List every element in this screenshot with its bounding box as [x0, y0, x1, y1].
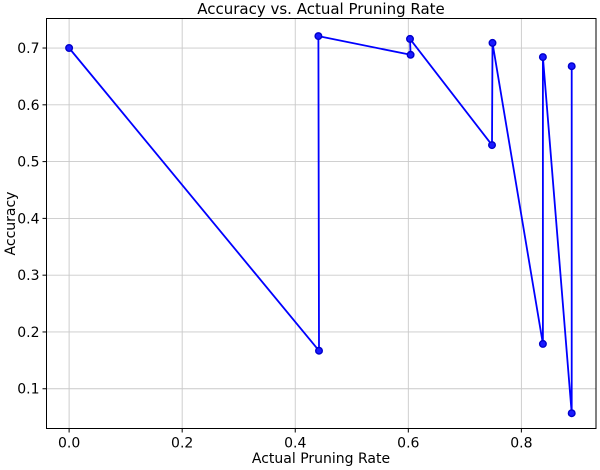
- y-axis-label: Accuracy: [3, 192, 19, 256]
- data-point-marker: [567, 409, 576, 418]
- y-tick-label: 0.6: [17, 98, 39, 114]
- data-point-marker: [315, 346, 324, 355]
- data-point-marker: [314, 32, 323, 41]
- x-tick-label: 0.4: [284, 436, 306, 452]
- y-tick-label: 0.1: [17, 382, 39, 398]
- data-point-marker: [406, 34, 415, 43]
- data-point-marker: [488, 38, 497, 47]
- x-tick-label: 0.2: [171, 436, 193, 452]
- y-tick-label: 0.5: [17, 155, 39, 171]
- grid-layer: [46, 18, 596, 429]
- x-axis-label: Actual Pruning Rate: [252, 451, 390, 467]
- chart-title: Accuracy vs. Actual Pruning Rate: [197, 0, 445, 18]
- plot-border: [46, 18, 597, 429]
- data-line: [68, 35, 573, 415]
- data-point-marker: [65, 44, 74, 53]
- y-tick-label: 0.7: [17, 41, 39, 57]
- data-point-marker: [538, 53, 547, 62]
- x-tick-label: 0.6: [397, 436, 419, 452]
- y-tick-label: 0.3: [17, 268, 39, 284]
- x-tick-label: 0.8: [510, 436, 532, 452]
- y-tick-label: 0.2: [17, 325, 39, 341]
- tick-layer: 0.0 0.2 0.4 0.6 0.8 0.1 0.2 0.3 0.4 0.5 0.6 0.7: [17, 41, 532, 451]
- data-layer: [65, 32, 576, 418]
- x-tick-label: 0.0: [58, 436, 80, 452]
- data-point-marker: [488, 141, 497, 150]
- data-point-marker: [567, 62, 576, 71]
- data-point-marker: [538, 339, 547, 348]
- data-point-marker: [406, 50, 415, 59]
- y-tick-label: 0.4: [17, 211, 39, 227]
